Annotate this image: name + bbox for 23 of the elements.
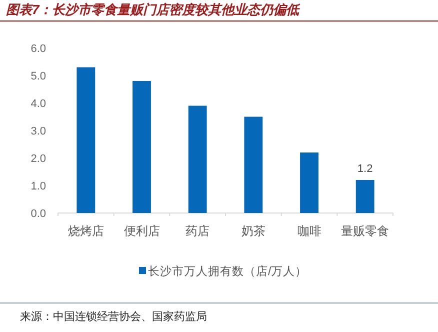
y-tick-label: 2.0 [30, 153, 46, 165]
x-tick-label: 便利店 [124, 224, 160, 238]
y-tick-label: 3.0 [30, 126, 46, 138]
bar [132, 81, 151, 213]
x-tick-label: 烧烤店 [68, 224, 104, 238]
y-tick-label: 5.0 [30, 70, 46, 82]
bar [356, 180, 374, 213]
x-tick-label: 量贩零食 [341, 224, 390, 238]
bar [244, 116, 263, 213]
y-tick-label: 1.0 [30, 180, 46, 192]
bar [76, 67, 96, 213]
x-tick-label: 药店 [186, 224, 210, 238]
x-tick-label: 咖啡 [297, 224, 322, 238]
bar [300, 152, 318, 213]
x-tick-label: 奶茶 [241, 224, 266, 238]
y-tick-label: 0.0 [30, 208, 46, 220]
source-note: 来源：中国连锁经营协会、国家药监局 [20, 310, 207, 323]
y-tick-label: 6.0 [30, 43, 46, 55]
bar [188, 106, 207, 213]
data-label: 1.2 [357, 163, 373, 175]
chart-title: 图表7：长沙市零食量贩门店密度较其他业态仍偏低 [6, 2, 302, 17]
y-tick-label: 4.0 [30, 98, 46, 110]
legend-label: 长沙市万人拥有数（店/万人） [148, 264, 308, 278]
